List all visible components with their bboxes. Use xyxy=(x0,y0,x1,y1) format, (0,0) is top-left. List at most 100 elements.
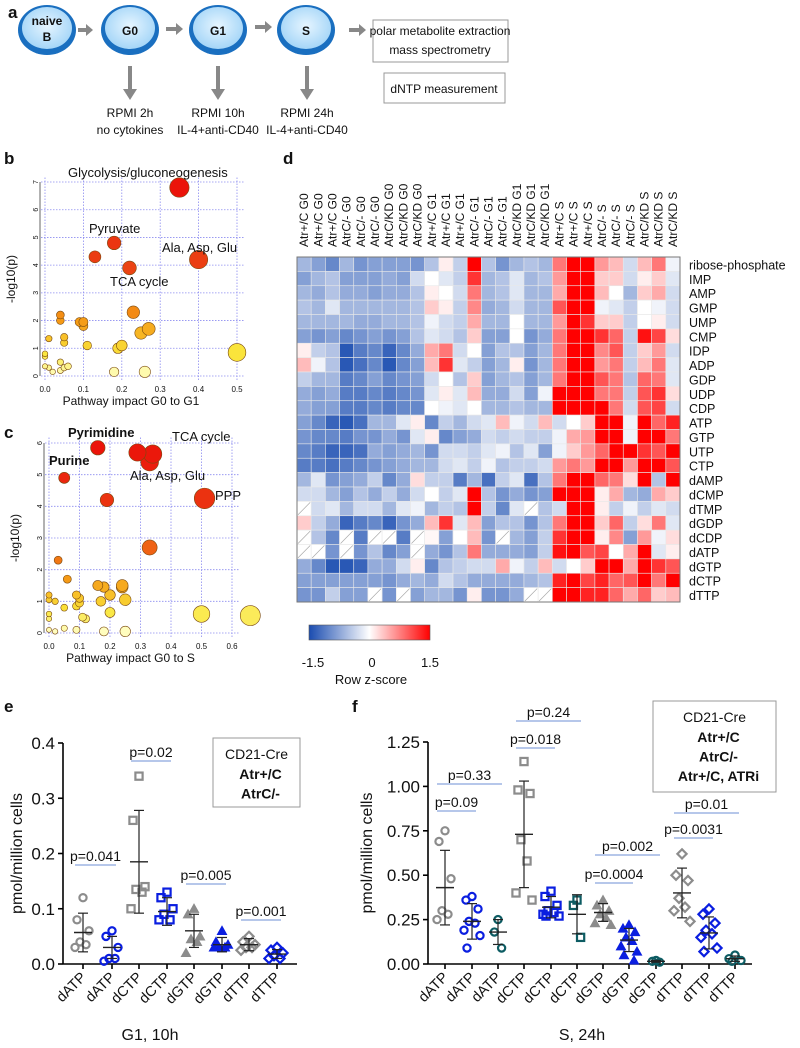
heatmap-cell xyxy=(296,271,312,287)
heatmap-cell xyxy=(339,285,355,301)
p-value-label: p=0.018 xyxy=(510,731,561,747)
missing-value-mark xyxy=(411,545,424,559)
heatmap-cell xyxy=(452,414,468,430)
heatmap-cell xyxy=(325,544,340,560)
condition-label: RPMI 2h xyxy=(107,106,154,120)
heatmap-cell xyxy=(325,328,340,344)
heatmap-cell xyxy=(580,371,596,387)
heatmap-cell xyxy=(651,342,667,358)
heatmap-cell xyxy=(608,544,624,560)
data-point xyxy=(58,471,71,484)
heatmap-cell xyxy=(353,572,369,588)
data-point xyxy=(51,597,59,605)
heatmap-cell xyxy=(552,342,567,358)
data-point xyxy=(473,904,483,914)
heatmap-cell xyxy=(481,587,496,603)
heatmap-cell xyxy=(566,314,582,330)
heatmap-cell xyxy=(367,472,383,488)
row-label: dTTP xyxy=(689,589,720,603)
heatmap-cell xyxy=(566,457,582,473)
heatmap-cell xyxy=(353,443,369,459)
heatmap-cell xyxy=(466,256,482,272)
heatmap-cell xyxy=(495,314,511,330)
x-tick-label: dATP xyxy=(416,970,452,1006)
heatmap-cell xyxy=(594,486,610,502)
heatmap-cell xyxy=(381,256,397,272)
heatmap-cell xyxy=(395,486,411,502)
heatmap-cell xyxy=(424,529,440,545)
heatmap-cell xyxy=(452,472,468,488)
heatmap-cell xyxy=(580,299,596,315)
heatmap-cell xyxy=(481,472,496,488)
heatmap-cell xyxy=(608,529,624,545)
panel-label-c: c xyxy=(4,423,13,442)
heatmap-cell xyxy=(424,429,440,445)
heatmap-cell xyxy=(594,515,610,531)
p-value-label: p=0.0004 xyxy=(585,866,644,882)
heatmap-cell xyxy=(637,486,652,502)
data-point xyxy=(180,947,192,958)
heatmap-cell xyxy=(296,443,312,459)
heatmap-cell xyxy=(296,515,312,531)
row-label: UTP xyxy=(689,445,714,459)
heatmap-cell xyxy=(637,400,652,416)
heatmap-cell xyxy=(325,256,340,272)
heatmap-cell xyxy=(523,271,539,287)
heatmap-cell xyxy=(438,357,454,373)
heatmap-cell xyxy=(310,328,326,344)
heatmap-cell xyxy=(523,285,539,301)
heatmap-cell xyxy=(325,472,340,488)
heatmap-cell xyxy=(608,515,624,531)
data-point xyxy=(46,626,52,633)
heatmap-cell xyxy=(466,285,482,301)
p-value-label: p=0.02 xyxy=(129,744,172,760)
cell-label: naive xyxy=(32,14,63,28)
arrow-right-icon-head xyxy=(176,23,183,35)
heatmap-cell xyxy=(367,285,383,301)
heatmap-cell xyxy=(353,587,369,603)
heatmap-cell xyxy=(452,572,468,588)
heatmap-cell xyxy=(637,587,652,603)
heatmap-cell xyxy=(608,587,624,603)
heatmap-cell xyxy=(310,515,326,531)
heatmap-cell xyxy=(651,572,667,588)
heatmap-cell xyxy=(509,299,525,315)
heatmap-cell xyxy=(622,299,638,315)
heatmap-cell xyxy=(395,400,411,416)
heatmap-cell xyxy=(367,400,383,416)
heatmap-cell xyxy=(424,501,440,517)
data-point xyxy=(694,931,708,944)
heatmap-cell xyxy=(537,414,553,430)
cell-body xyxy=(105,7,155,49)
missing-value-mark xyxy=(297,530,311,544)
data-point xyxy=(519,756,529,767)
heatmap-cell xyxy=(339,256,355,272)
heatmap-cell xyxy=(665,529,681,545)
heatmap-cell xyxy=(310,486,326,502)
heatmap-cell xyxy=(296,400,312,416)
heatmap-cell xyxy=(637,357,652,373)
heatmap-cell xyxy=(410,314,425,330)
heatmap-cell xyxy=(495,429,511,445)
heatmap-cell xyxy=(466,486,482,502)
heatmap-cell xyxy=(566,501,582,517)
heatmap-cell xyxy=(296,342,312,358)
heatmap-cell xyxy=(566,271,582,287)
heatmap-cell xyxy=(509,371,525,387)
heatmap-cell xyxy=(608,501,624,517)
heatmap-cell xyxy=(339,357,355,373)
heatmap-cell xyxy=(523,400,539,416)
heatmap-cell xyxy=(339,386,355,402)
heatmap-cell xyxy=(395,314,411,330)
data-point xyxy=(597,894,609,905)
heatmap-cell xyxy=(608,414,624,430)
column-label: AtrC/- G1 xyxy=(467,196,481,247)
legend-entry: Atr+/C, ATRi xyxy=(678,768,759,784)
y-axis-label: -log10(p) xyxy=(4,255,18,303)
heatmap-cell xyxy=(381,472,397,488)
x-tick-label: 0.6 xyxy=(226,642,238,651)
data-point xyxy=(620,931,632,942)
heatmap-cell xyxy=(339,271,355,287)
heatmap-cell xyxy=(353,371,369,387)
